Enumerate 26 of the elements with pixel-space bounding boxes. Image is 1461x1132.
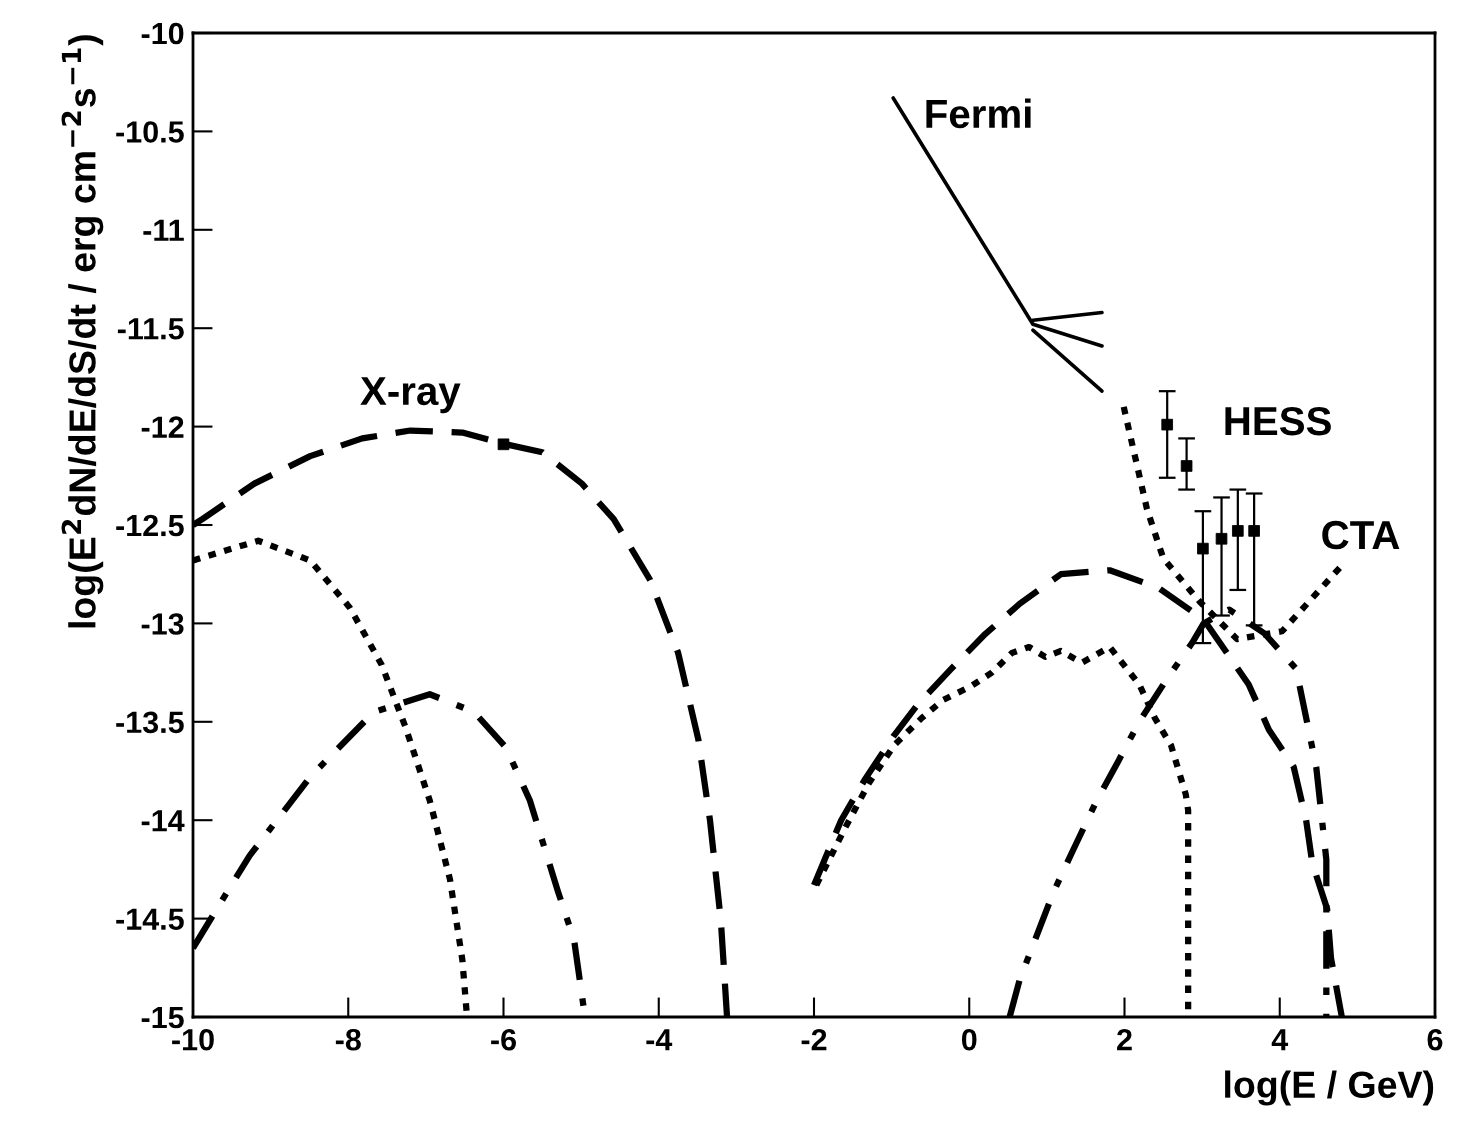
series-label: HESS	[1225, 406, 1331, 436]
y-tick-label: -13	[141, 613, 184, 635]
x-tick-label: 0	[961, 1028, 977, 1051]
x-tick-label: 4	[1271, 1029, 1289, 1051]
y-tick-label: -14.5	[116, 908, 184, 930]
series-label: CTA	[1322, 520, 1400, 550]
y-tick-label: -11	[143, 219, 184, 241]
x-tick-label: -6	[491, 1028, 516, 1051]
y-tick-label: -13.5	[116, 711, 184, 734]
y-tick-label: -11.5	[117, 318, 184, 340]
x-axis-title: log(E / GeV)	[1225, 1070, 1434, 1106]
y-axis-title: log(E$^{2}$dN/dE/dS/dt / erg cm$^{−2}$s$^{−1}$)	[61, 35, 104, 628]
x-tick-label: -8	[335, 1028, 361, 1051]
series-label: Fermi	[926, 98, 1031, 129]
x-tick-label: -4	[646, 1029, 673, 1051]
y-tick-label: -12.5	[116, 514, 184, 537]
y-tick-label: -10	[141, 22, 184, 45]
x-tick-label: 2	[1117, 1028, 1132, 1051]
y-tick-label: -12	[141, 416, 184, 438]
x-tick-label: -2	[801, 1028, 827, 1051]
y-tick-label: -15	[141, 1007, 184, 1029]
y-tick-label: -10.5	[116, 121, 184, 143]
y-tick-label: -14	[141, 810, 185, 832]
x-tick-label: 6	[1427, 1028, 1443, 1051]
series-label: X-ray	[360, 377, 461, 414]
x-tick-label: -10	[172, 1028, 214, 1051]
